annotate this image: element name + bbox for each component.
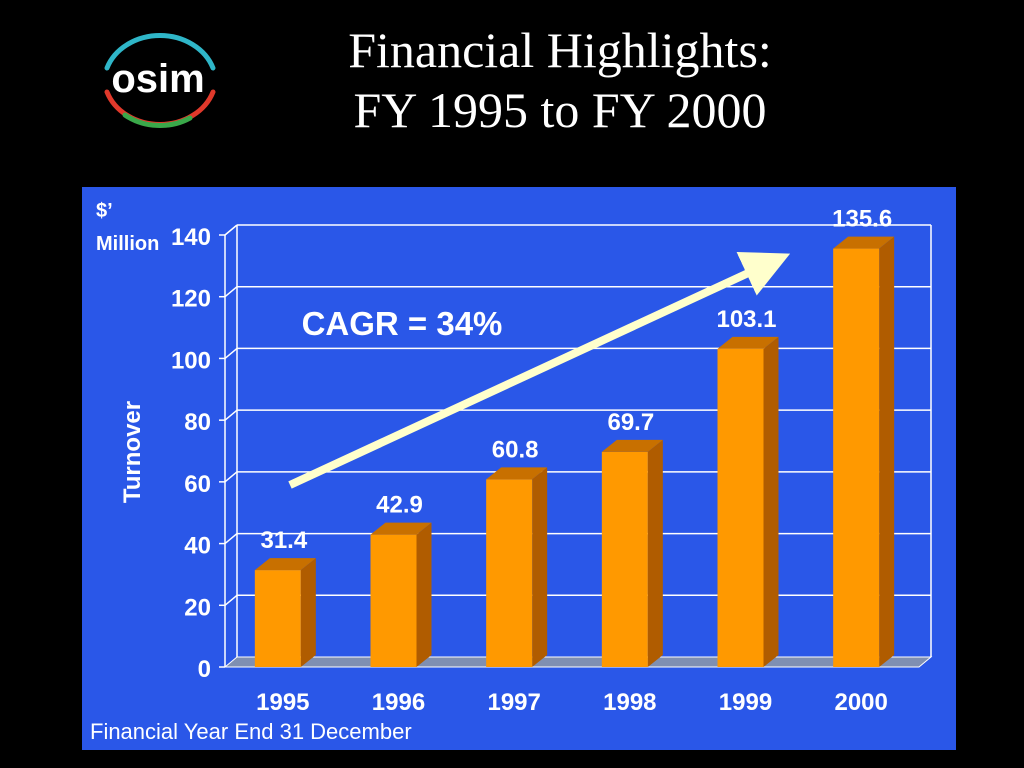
y-tick-label: 0	[198, 656, 211, 683]
unit-label-line-2: Million	[96, 233, 159, 255]
cagr-annotation: CAGR = 34%	[302, 305, 503, 342]
title-line-1: Financial Highlights:	[348, 22, 772, 78]
footnote: Financial Year End 31 December	[90, 719, 412, 744]
logo-text: osim	[111, 57, 204, 101]
bar-side	[879, 236, 895, 667]
data-label: 31.4	[260, 527, 307, 554]
data-labels: 31.4 42.9 60.8 69.7 103.1 135.6	[260, 206, 892, 555]
bar-side	[416, 522, 432, 667]
logo-ring-green-icon	[122, 112, 193, 128]
x-tick-label: 1999	[719, 689, 772, 716]
gridline-connector	[224, 471, 238, 483]
bar	[370, 534, 417, 667]
bar-side	[647, 439, 663, 667]
data-label: 60.8	[492, 436, 539, 463]
bar-side	[763, 336, 779, 667]
bar	[601, 451, 648, 667]
y-tick-labels: 0 20 40 60 80 100 120 140	[171, 224, 225, 683]
unit-label-line-1: $’	[96, 200, 113, 222]
data-label: 69.7	[607, 409, 654, 436]
cagr-arrow	[288, 251, 791, 489]
bar-top	[254, 558, 316, 571]
bars	[254, 236, 895, 667]
slide-title: Financial Highlights: FY 1995 to FY 2000	[250, 20, 870, 140]
y-tick-label: 120	[171, 286, 211, 313]
data-label: 135.6	[832, 206, 892, 233]
gridline-connector	[224, 594, 238, 606]
plot-floor	[223, 656, 933, 668]
x-tick-label: 2000	[834, 689, 887, 716]
bar	[486, 479, 533, 667]
x-tick-label: 1998	[603, 689, 656, 716]
gridline-connector	[224, 532, 238, 545]
bar-side	[532, 467, 548, 667]
y-tick-label: 60	[184, 471, 211, 498]
bar	[833, 248, 880, 667]
bar	[717, 348, 764, 667]
data-label: 42.9	[376, 492, 423, 519]
y-tick-label: 80	[184, 409, 211, 436]
gridline-connector	[224, 224, 238, 236]
gridline-connector	[224, 347, 238, 360]
gridline-connector	[224, 409, 238, 421]
bar-chart: 31.4 42.9 60.8 69.7 103.1 135.6 0 20 40 60 80 100 1…	[90, 200, 933, 744]
bar-top	[486, 467, 548, 480]
osim-logo: osim	[104, 33, 216, 128]
chart-panel: 31.4 42.9 60.8 69.7 103.1 135.6 0 20 40 60 80 100 1…	[82, 187, 956, 750]
x-tick-label: 1995	[256, 689, 309, 716]
x-tick-label: 1997	[487, 689, 540, 716]
x-tick-label: 1996	[372, 689, 425, 716]
bar-top	[601, 439, 663, 452]
data-label: 103.1	[716, 306, 776, 333]
bar-top	[833, 236, 895, 249]
y-tick-label: 140	[171, 224, 211, 251]
bar-top	[370, 522, 432, 535]
y-axis-label: Turnover	[119, 401, 146, 503]
gridline-connector	[224, 286, 238, 298]
y-tick-label: 40	[184, 533, 211, 560]
logo-ring-top-icon	[104, 33, 216, 71]
x-tick-labels: 1995 1996 1997 1998 1999 2000	[256, 689, 888, 716]
bar	[254, 570, 301, 667]
y-tick-label: 20	[184, 594, 211, 621]
title-line-2: FY 1995 to FY 2000	[353, 82, 767, 138]
bar-side	[300, 558, 316, 667]
bar-top	[717, 336, 779, 349]
y-tick-label: 100	[171, 347, 211, 374]
gridlines	[224, 224, 931, 606]
plot-area	[223, 225, 933, 668]
